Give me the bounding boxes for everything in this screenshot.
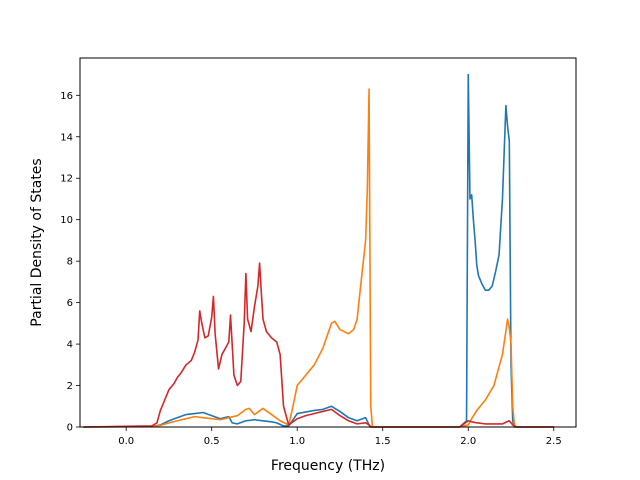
series-line-2 bbox=[83, 88, 554, 428]
x-tick-label: 1.5 bbox=[375, 436, 391, 447]
y-tick-label: 16 bbox=[60, 91, 73, 102]
y-tick-label: 4 bbox=[67, 340, 73, 351]
plot-frame bbox=[79, 57, 577, 428]
series-layer bbox=[83, 73, 554, 428]
y-tick-label: 14 bbox=[60, 132, 73, 143]
y-tick-label: 0 bbox=[67, 423, 73, 434]
y-tick-label: 12 bbox=[60, 174, 73, 185]
y-axis-title: Partial Density of States bbox=[29, 158, 45, 326]
x-axis-title: Frequency (THz) bbox=[271, 458, 385, 474]
x-axis-ticks: 0.0 0.5 1.0 1.5 2.0 2.5 bbox=[118, 427, 562, 447]
y-axis-ticks: 0 2 4 6 8 10 12 14 16 bbox=[60, 91, 80, 434]
series-line-1 bbox=[83, 73, 554, 428]
x-tick-label: 1.0 bbox=[289, 436, 305, 447]
y-tick-label: 8 bbox=[67, 257, 73, 268]
y-tick-label: 10 bbox=[60, 215, 73, 226]
x-tick-label: 0.5 bbox=[204, 436, 220, 447]
x-tick-label: 2.0 bbox=[460, 436, 476, 447]
x-tick-label: 0.0 bbox=[118, 436, 134, 447]
y-tick-label: 6 bbox=[67, 298, 73, 309]
y-tick-label: 2 bbox=[67, 381, 73, 392]
x-tick-label: 2.5 bbox=[546, 436, 562, 447]
